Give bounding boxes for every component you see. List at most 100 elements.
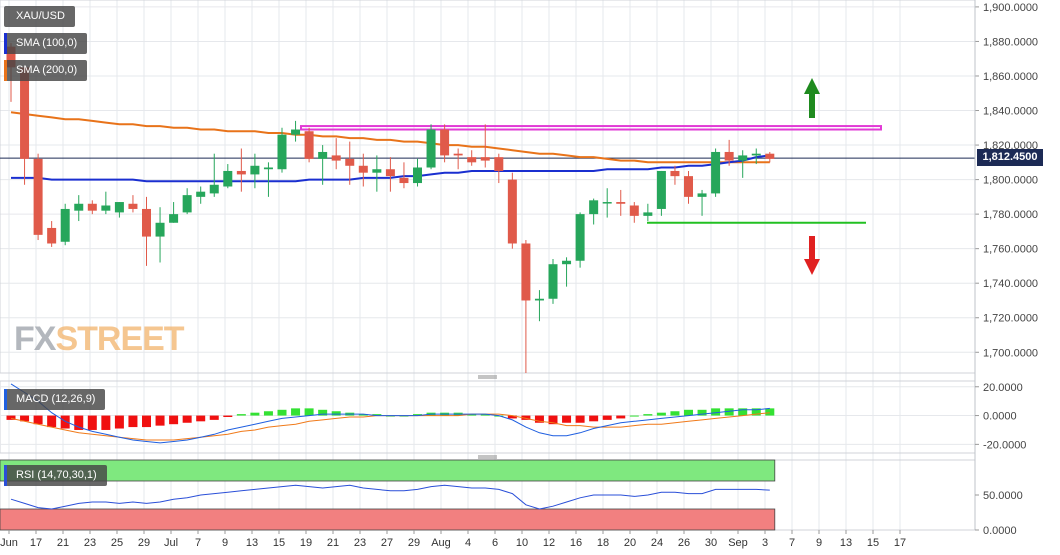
sma200-legend[interactable]: SMA (200,0)	[4, 60, 88, 81]
x-tick-label: 20	[624, 537, 636, 549]
candle-body	[426, 129, 436, 168]
macd-histogram-bar	[277, 409, 287, 416]
x-tick-label: 30	[705, 537, 717, 549]
y-tick-label: 1,840.0000	[983, 106, 1038, 118]
fxstreet-watermark-logo: FXSTREET	[14, 320, 185, 358]
x-tick-label: 23	[84, 537, 96, 549]
macd-legend[interactable]: MACD (12,26,9)	[4, 389, 106, 410]
price-pane[interactable]	[0, 43, 975, 373]
x-tick-label: 15	[867, 537, 879, 549]
macd-histogram-bar	[182, 415, 192, 423]
sma100-legend[interactable]: SMA (100,0)	[4, 33, 88, 54]
macd-histogram-bar	[87, 415, 97, 430]
candle-body	[223, 170, 233, 187]
macd-histogram-bar	[60, 415, 70, 429]
candle-body	[562, 260, 572, 265]
rsi-y-tick-label: 0.0000	[983, 525, 1017, 537]
candle-body	[74, 203, 84, 211]
y-tick-label: 1,700.0000	[983, 347, 1038, 359]
candle-body	[196, 191, 206, 197]
macd-histogram-bar	[114, 415, 124, 429]
macd-histogram-bar	[250, 412, 260, 416]
macd-histogram-bar	[521, 415, 531, 420]
macd-histogram-bar	[263, 411, 273, 416]
macd-histogram-bar	[331, 411, 341, 416]
macd-histogram-bar	[304, 408, 314, 416]
up-arrow-shaft	[809, 92, 815, 118]
candle-body	[318, 151, 328, 159]
y-tick-label: 1,740.0000	[983, 278, 1038, 290]
x-tick-label: 13	[246, 537, 258, 549]
rsi-legend[interactable]: RSI (14,70,30,1)	[4, 465, 107, 486]
macd-histogram-bar	[223, 415, 233, 417]
macd-y-tick-label: -20.0000	[983, 439, 1026, 451]
x-tick-label: 21	[57, 537, 69, 549]
candle-body	[291, 129, 301, 135]
candle-body	[575, 214, 585, 261]
candle-body	[155, 222, 165, 237]
x-tick-label: 29	[138, 537, 150, 549]
candle-body	[697, 193, 707, 197]
macd-histogram-bar	[413, 414, 422, 416]
candle-body	[385, 169, 395, 177]
candle-body	[87, 203, 97, 211]
x-tick-label: 17	[894, 537, 906, 549]
macd-histogram-bar	[20, 415, 30, 422]
x-tick-label: 7	[195, 537, 201, 549]
macd-histogram-bar	[616, 415, 626, 419]
macd-histogram-bar	[602, 415, 612, 420]
macd-histogram-bar	[575, 415, 585, 423]
macd-histogram-bar	[169, 415, 179, 425]
y-tick-label: 1,900.0000	[983, 2, 1038, 14]
candle-body	[521, 243, 531, 301]
sma200-label: SMA (200,0)	[16, 64, 78, 76]
down-arrow-head	[804, 259, 820, 275]
candle-body	[209, 184, 219, 194]
macd-histogram-bar	[562, 415, 572, 423]
macd-histogram-bar	[643, 414, 653, 416]
y-tick-label: 1,780.0000	[983, 209, 1038, 221]
macd-histogram-bar	[318, 409, 328, 416]
macd-histogram-bar	[33, 415, 43, 425]
symbol-legend[interactable]: XAU/USD	[4, 6, 75, 27]
x-tick-label: 4	[465, 537, 471, 549]
x-tick-label: 15	[273, 537, 285, 549]
candle-body	[602, 202, 612, 204]
macd-y-tick-label: 0.0000	[983, 411, 1017, 423]
macd-pane[interactable]	[6, 383, 775, 444]
up-arrow	[804, 78, 820, 118]
rsi-pane[interactable]	[0, 459, 776, 531]
macd-swatch	[4, 389, 7, 410]
macd-histogram-bar	[751, 408, 761, 416]
macd-histogram-bar	[291, 408, 301, 416]
x-tick-label: 24	[651, 537, 663, 549]
candle-body	[169, 214, 179, 223]
candle-body	[20, 67, 30, 159]
x-tick-label: Jun	[0, 537, 18, 549]
axes: Jun 17 21 23 25 29 Jul 7 9 13 15 19 21 23 27 29 Aug 4 6 10 1…	[0, 0, 1038, 549]
macd-histogram-bar	[480, 414, 490, 416]
candle-body	[670, 170, 680, 177]
y-tick-label: 1,720.0000	[983, 313, 1038, 325]
candle-body	[440, 129, 450, 156]
x-tick-label: 9	[816, 537, 822, 549]
sma200-swatch	[4, 60, 7, 81]
candle-body	[589, 200, 599, 215]
macd-signal-line	[10, 412, 770, 441]
candle-body	[684, 176, 693, 197]
candle-body	[114, 202, 124, 213]
sma100-label: SMA (100,0)	[16, 37, 78, 49]
rsi-oversold-band	[0, 508, 776, 531]
x-tick-label: 25	[111, 537, 123, 549]
x-tick-label: 26	[678, 537, 690, 549]
macd-histogram-bar	[155, 415, 165, 426]
macd-line	[10, 383, 770, 444]
candle-body	[453, 153, 463, 156]
candle-body	[399, 177, 409, 184]
candle-body	[236, 170, 246, 175]
x-tick-label: 9	[222, 537, 228, 549]
candle-body	[656, 170, 666, 209]
macd-histogram-bar	[467, 414, 477, 416]
pane-border	[0, 0, 976, 374]
